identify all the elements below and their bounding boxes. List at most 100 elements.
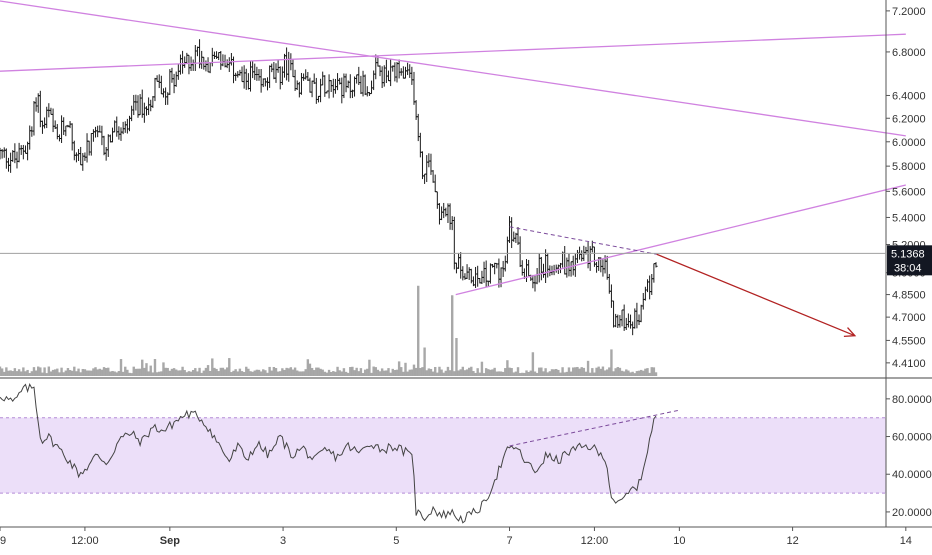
volume-bar (276, 371, 280, 376)
volume-bar (344, 371, 348, 376)
volume-bar (455, 338, 458, 376)
volume-bar (175, 369, 178, 376)
x-tick-label: 29 (0, 535, 6, 547)
volume-bar (376, 369, 380, 376)
current-price-box (887, 245, 932, 276)
volume-bar (578, 368, 581, 376)
volume-bar (429, 368, 433, 376)
volume-bar (493, 367, 496, 376)
volume-bar (518, 373, 522, 376)
rsi-band-fill (0, 417, 886, 494)
volume-bar (372, 366, 375, 376)
volume-bar (191, 369, 195, 376)
price-tick-label: 5.6000 (892, 186, 926, 198)
volume-bar (206, 365, 210, 376)
volume-bar (100, 369, 104, 376)
volume-bar (574, 367, 577, 376)
volume-bar (340, 371, 344, 376)
volume-bar (336, 366, 339, 376)
volume-bar (631, 371, 634, 376)
price-tick-label: 4.4100 (892, 358, 926, 370)
volume-bar (17, 369, 21, 376)
volume-bar (557, 369, 560, 376)
volume-bar (521, 372, 524, 376)
volume-bar (130, 373, 133, 376)
volume-bar (465, 369, 469, 376)
volume-bar (325, 372, 329, 376)
volume-bar (9, 370, 12, 376)
volume-bar (559, 372, 562, 376)
volume-bar (363, 369, 367, 376)
volume-bar (357, 371, 360, 376)
volume-bar (145, 363, 148, 376)
x-tick-label: 10 (673, 535, 685, 547)
volume-bar (37, 366, 40, 376)
x-tick-label: Sep (160, 535, 180, 547)
volume-bar (115, 372, 118, 376)
volume-bar (342, 368, 346, 376)
volume-bar (387, 368, 390, 376)
volume-bar (96, 369, 99, 376)
volume-bar (56, 368, 59, 376)
rsi-dashed-trendline (509, 409, 680, 447)
volume-bar (402, 371, 405, 376)
volume-bar (242, 372, 246, 376)
volume-bar (293, 367, 297, 376)
volume-bar (321, 369, 324, 376)
volume-bar (461, 366, 465, 376)
volume-bar (196, 371, 199, 376)
volume-bar (580, 367, 583, 376)
volume-bar (0, 366, 2, 376)
volume-bar (595, 367, 598, 376)
volume-bar (300, 371, 303, 376)
x-tick-label: 7 (506, 535, 512, 547)
volume-bar (555, 368, 558, 376)
price-drawings (0, 0, 906, 338)
volume-bar (516, 367, 520, 376)
volume-bar (319, 368, 322, 376)
volume-bar (310, 367, 314, 376)
volume-bar (550, 369, 554, 376)
volume-bar (614, 368, 617, 376)
volume-bar (484, 368, 488, 376)
volume-bar (353, 370, 356, 376)
volume-bar (605, 369, 609, 376)
volume-bar (414, 367, 418, 376)
volume-bar (268, 366, 271, 376)
volume-bar (467, 367, 471, 376)
volume-bar (79, 372, 82, 376)
volume-bar (525, 370, 528, 376)
volume-bar (440, 369, 443, 376)
volume-bar (361, 373, 365, 376)
volume-bar (94, 367, 97, 376)
volume-bar (588, 372, 592, 376)
volume-bar (119, 359, 123, 376)
volume-bar (480, 361, 484, 376)
volume-bar (257, 369, 261, 376)
volume-bar (283, 369, 286, 376)
volume-bar (601, 366, 605, 376)
volume-bar (652, 367, 656, 376)
volume-bar (109, 371, 112, 376)
volume-bar (151, 372, 155, 376)
volume-bar (143, 367, 146, 376)
x-tick-label: 12 (786, 535, 798, 547)
volume-bar (262, 369, 265, 376)
volume-bar (270, 370, 273, 376)
volume-bar (302, 371, 305, 376)
volume-bar (153, 359, 157, 376)
volume-bar (296, 370, 299, 376)
volume-bar (170, 368, 174, 376)
volume-bar (177, 370, 180, 376)
volume-bar (47, 366, 51, 376)
volume-bar (629, 372, 632, 376)
volume-bar (323, 371, 327, 376)
volume-bar (648, 372, 651, 376)
volume-bar (255, 369, 259, 376)
projection-arrow-line (656, 253, 856, 337)
volume-bar (616, 367, 619, 376)
volume-bar (34, 370, 38, 376)
volume-bar (470, 366, 473, 376)
volume-bar (41, 372, 44, 376)
